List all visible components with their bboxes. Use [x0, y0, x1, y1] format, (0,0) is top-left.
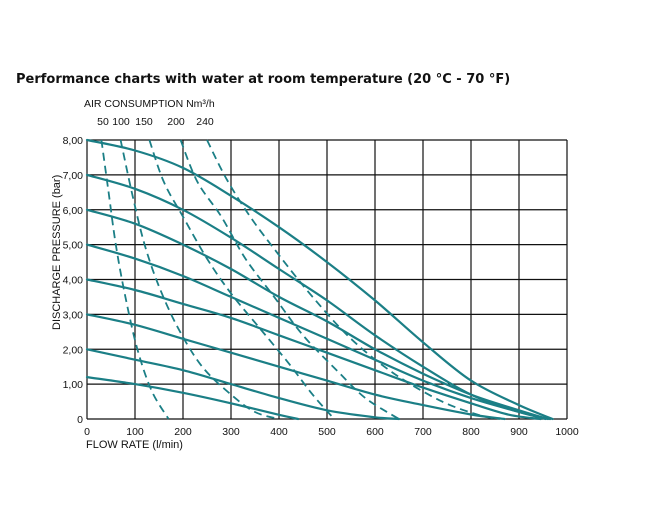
y-tick-label: 2,00: [63, 344, 84, 356]
y-tick-label: 1,00: [63, 379, 84, 391]
air-consumption-curves: 50 100 150 200 240: [97, 116, 500, 420]
pressure-curve: [85, 243, 547, 421]
chart-title: Performance charts with water at room te…: [16, 72, 511, 87]
axes: 0 100 200 300 400 500 600 700 800 900 1000 0 1,00 2,0…: [63, 135, 579, 438]
x-tick-label: 0: [84, 426, 90, 438]
grid: [86, 139, 568, 420]
x-tick-label: 200: [174, 426, 192, 438]
x-tick-label: 1000: [555, 426, 579, 438]
pressure-curves: [85, 138, 554, 421]
y-tick-label: 5,00: [63, 240, 84, 252]
y-axis-label: DISCHARGE PRESSURE (bar): [51, 175, 63, 330]
y-tick-label: 7,00: [63, 170, 84, 182]
x-tick-label: 900: [510, 426, 528, 438]
air-consumption-label: 200: [167, 116, 185, 128]
air-consumption-curve: [206, 139, 500, 420]
x-tick-label: 300: [222, 426, 240, 438]
y-tick-label: 0: [77, 414, 83, 426]
air-consumption-curve: [100, 139, 170, 420]
air-consumption-label: 50: [97, 116, 109, 128]
y-tick-label: 8,00: [63, 135, 84, 147]
pressure-curve: [85, 348, 401, 421]
air-consumption-curve: [179, 139, 400, 420]
air-consumption-label: 150: [135, 116, 153, 128]
x-tick-label: 500: [318, 426, 336, 438]
x-tick-label: 400: [270, 426, 288, 438]
y-tick-label: 6,00: [63, 205, 84, 217]
x-tick-label: 700: [414, 426, 432, 438]
y-tick-label: 3,00: [63, 309, 84, 321]
x-tick-label: 100: [126, 426, 144, 438]
air-consumption-label: 100: [112, 116, 130, 128]
pressure-curve: [85, 278, 542, 421]
pressure-curve: [85, 376, 300, 421]
x-tick-label: 600: [366, 426, 384, 438]
y-tick-label: 4,00: [63, 275, 84, 287]
air-consumption-curve: [148, 139, 335, 420]
air-consumption-label: 240: [196, 116, 214, 128]
pressure-curve: [85, 313, 506, 421]
x-axis-label: FLOW RATE (l/min): [86, 439, 183, 451]
pressure-curve: [85, 208, 549, 421]
x-tick-label: 800: [462, 426, 480, 438]
air-consumption-title: AIR CONSUMPTION Nm³/h: [84, 98, 215, 110]
pressure-curve: [85, 138, 554, 421]
